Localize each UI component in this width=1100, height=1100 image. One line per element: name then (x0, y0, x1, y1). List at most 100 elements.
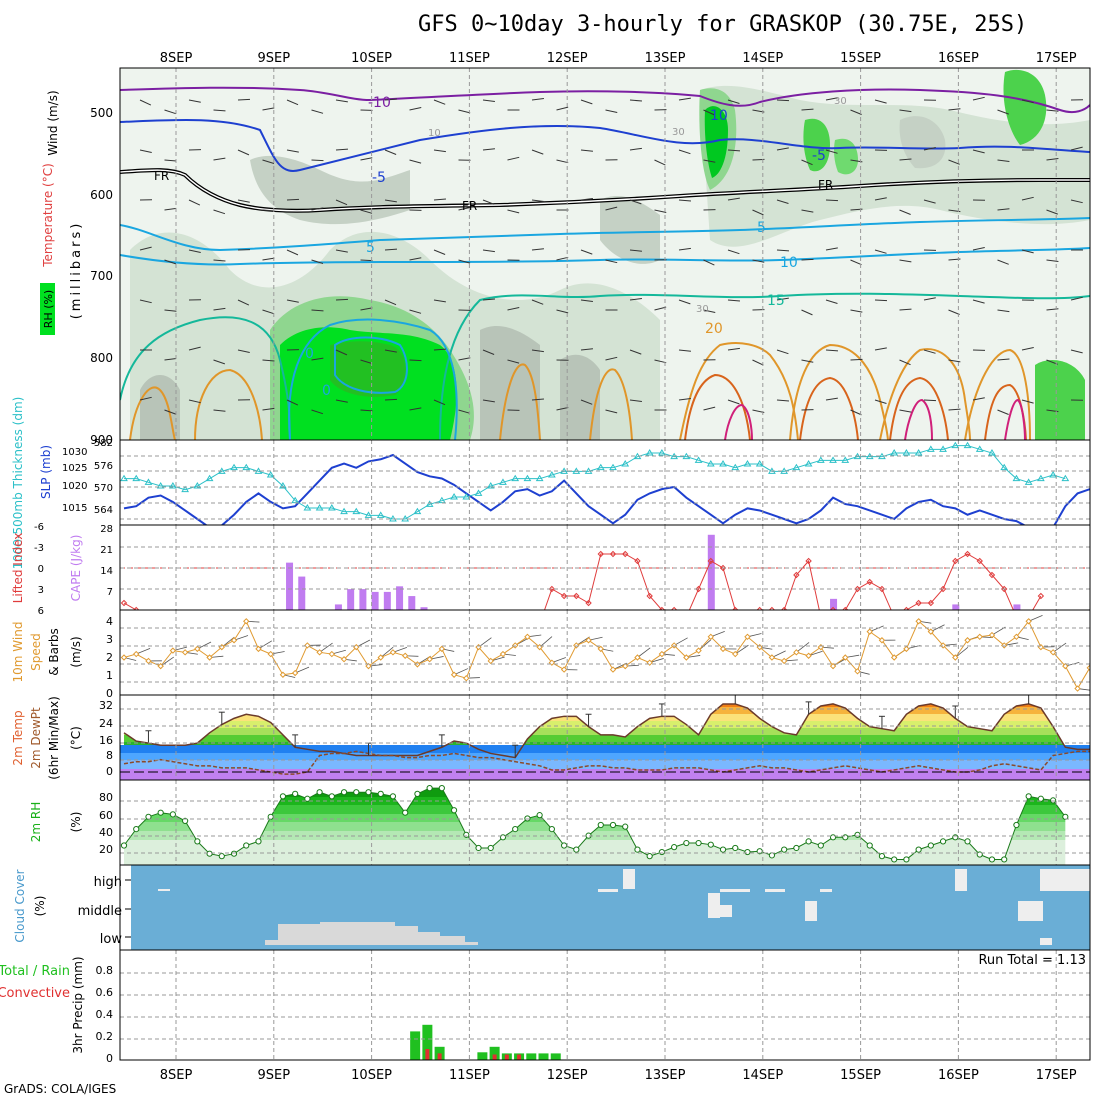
cape-bar (347, 589, 355, 610)
wind-barb (972, 149, 985, 154)
thickness-point (1049, 471, 1057, 478)
li-point (866, 578, 873, 586)
li-point (805, 557, 812, 565)
wind-barb (629, 99, 642, 102)
thickness-point (511, 474, 520, 482)
wind-speed-point (1049, 649, 1057, 656)
wind-barb (458, 207, 471, 211)
thickness-point (279, 482, 287, 489)
thickness-point (315, 504, 324, 511)
wind-barb (605, 409, 618, 414)
wind-barb (850, 309, 863, 313)
cape-bar (408, 596, 416, 610)
wind-speed-point (890, 654, 898, 661)
wind-barb (311, 109, 324, 114)
wind-barb (1021, 196, 1034, 201)
wind-barb (605, 356, 618, 361)
li-point (120, 599, 128, 607)
wind-plot (120, 614, 1090, 692)
temp-bands (120, 745, 1090, 780)
li-point (707, 557, 715, 565)
wind-barb (825, 97, 838, 101)
rh2m-point (707, 841, 714, 848)
wind-barb (531, 149, 544, 155)
wind-barb (801, 258, 814, 261)
wind-barb (409, 257, 422, 261)
rh2m-point (414, 790, 421, 797)
wind-barb (997, 358, 1010, 361)
rh2m-point (512, 826, 519, 833)
temp-tick-3: 8 (106, 749, 113, 762)
cloud-patch-0 (623, 869, 635, 889)
precip-total-bar (489, 1046, 500, 1060)
li-point (1000, 585, 1008, 593)
wind-barb (874, 399, 887, 404)
ylabel-millibars: (millibars) (69, 221, 84, 320)
wind-speed-point (450, 671, 458, 678)
wind-barb (972, 96, 985, 101)
thickness-point (352, 507, 361, 515)
label-rh-10: 10 (428, 128, 441, 139)
slp-right-tick-3: 1015 (62, 503, 87, 514)
cloud-level-high: high (94, 875, 122, 890)
wind-barb (1046, 158, 1059, 161)
wind-speed-point (511, 642, 519, 649)
wind-barb (874, 197, 887, 201)
cloud-patch-6 (1055, 869, 1090, 891)
rh2m-point (243, 842, 250, 849)
wind-barb (678, 398, 691, 401)
wind-barb (164, 259, 177, 265)
wind-barb (825, 299, 838, 304)
rh2m-point (450, 807, 458, 814)
date-top-14SEP: 14SEP (742, 51, 783, 66)
li-tick-4: 6 (38, 606, 44, 617)
rh2m-point (328, 793, 335, 800)
wind-barb (433, 299, 446, 303)
surface-barb (930, 624, 945, 632)
date-top-15SEP: 15SEP (840, 51, 881, 66)
wind-speed-point (328, 650, 336, 658)
rh2m-point (120, 842, 128, 849)
wind-speed-point (670, 642, 678, 649)
date-top-8SEP: 8SEP (160, 51, 193, 66)
thickness-point (890, 449, 899, 456)
wind-barb (948, 108, 961, 111)
thickness-point (743, 460, 752, 467)
precip-total-bar (538, 1053, 549, 1060)
temp-line (123, 703, 1090, 759)
wind-barb (1046, 209, 1058, 215)
wind-speed-point (634, 654, 641, 661)
wind-speed-point (194, 645, 201, 653)
wind-barb (629, 147, 642, 151)
rh2m-point (230, 850, 238, 857)
wind-barb (360, 359, 373, 364)
rh2m-point (279, 793, 287, 800)
wind-barb (1070, 349, 1083, 354)
wind-barb (409, 407, 422, 411)
wind-barb (335, 298, 349, 301)
li-point (939, 585, 947, 593)
wind-speed-point (976, 633, 983, 641)
slp-panel-bg (120, 440, 1090, 525)
ylabel-temp-d: (°C) (69, 726, 83, 750)
li-tick-1: -3 (34, 543, 44, 554)
wind-speed-point (829, 662, 837, 670)
wind-barb (580, 149, 593, 152)
wind-barb (923, 399, 937, 402)
rh2m-point (988, 856, 996, 863)
precip-convective-bar (504, 1054, 509, 1060)
thickness-point (975, 445, 984, 452)
wind-barb (507, 209, 520, 214)
wind-barb (311, 207, 324, 211)
date-top-9SEP: 9SEP (258, 51, 291, 66)
cloud-plot (120, 865, 1090, 950)
rh2m-point (658, 848, 666, 856)
wind-barb (727, 99, 740, 104)
wind-barb (1046, 259, 1059, 262)
slp-left-tick-1: 576 (94, 461, 113, 472)
contour-labels: -10 10 -5 -5 5 5 10 15 20 0 0 FR FR FR 3… (154, 95, 847, 399)
wind-barb (335, 349, 348, 356)
upper-yticks: 500 600 700 800 900 (90, 106, 113, 447)
wind-barb (678, 299, 691, 305)
surface-barb (710, 630, 725, 638)
